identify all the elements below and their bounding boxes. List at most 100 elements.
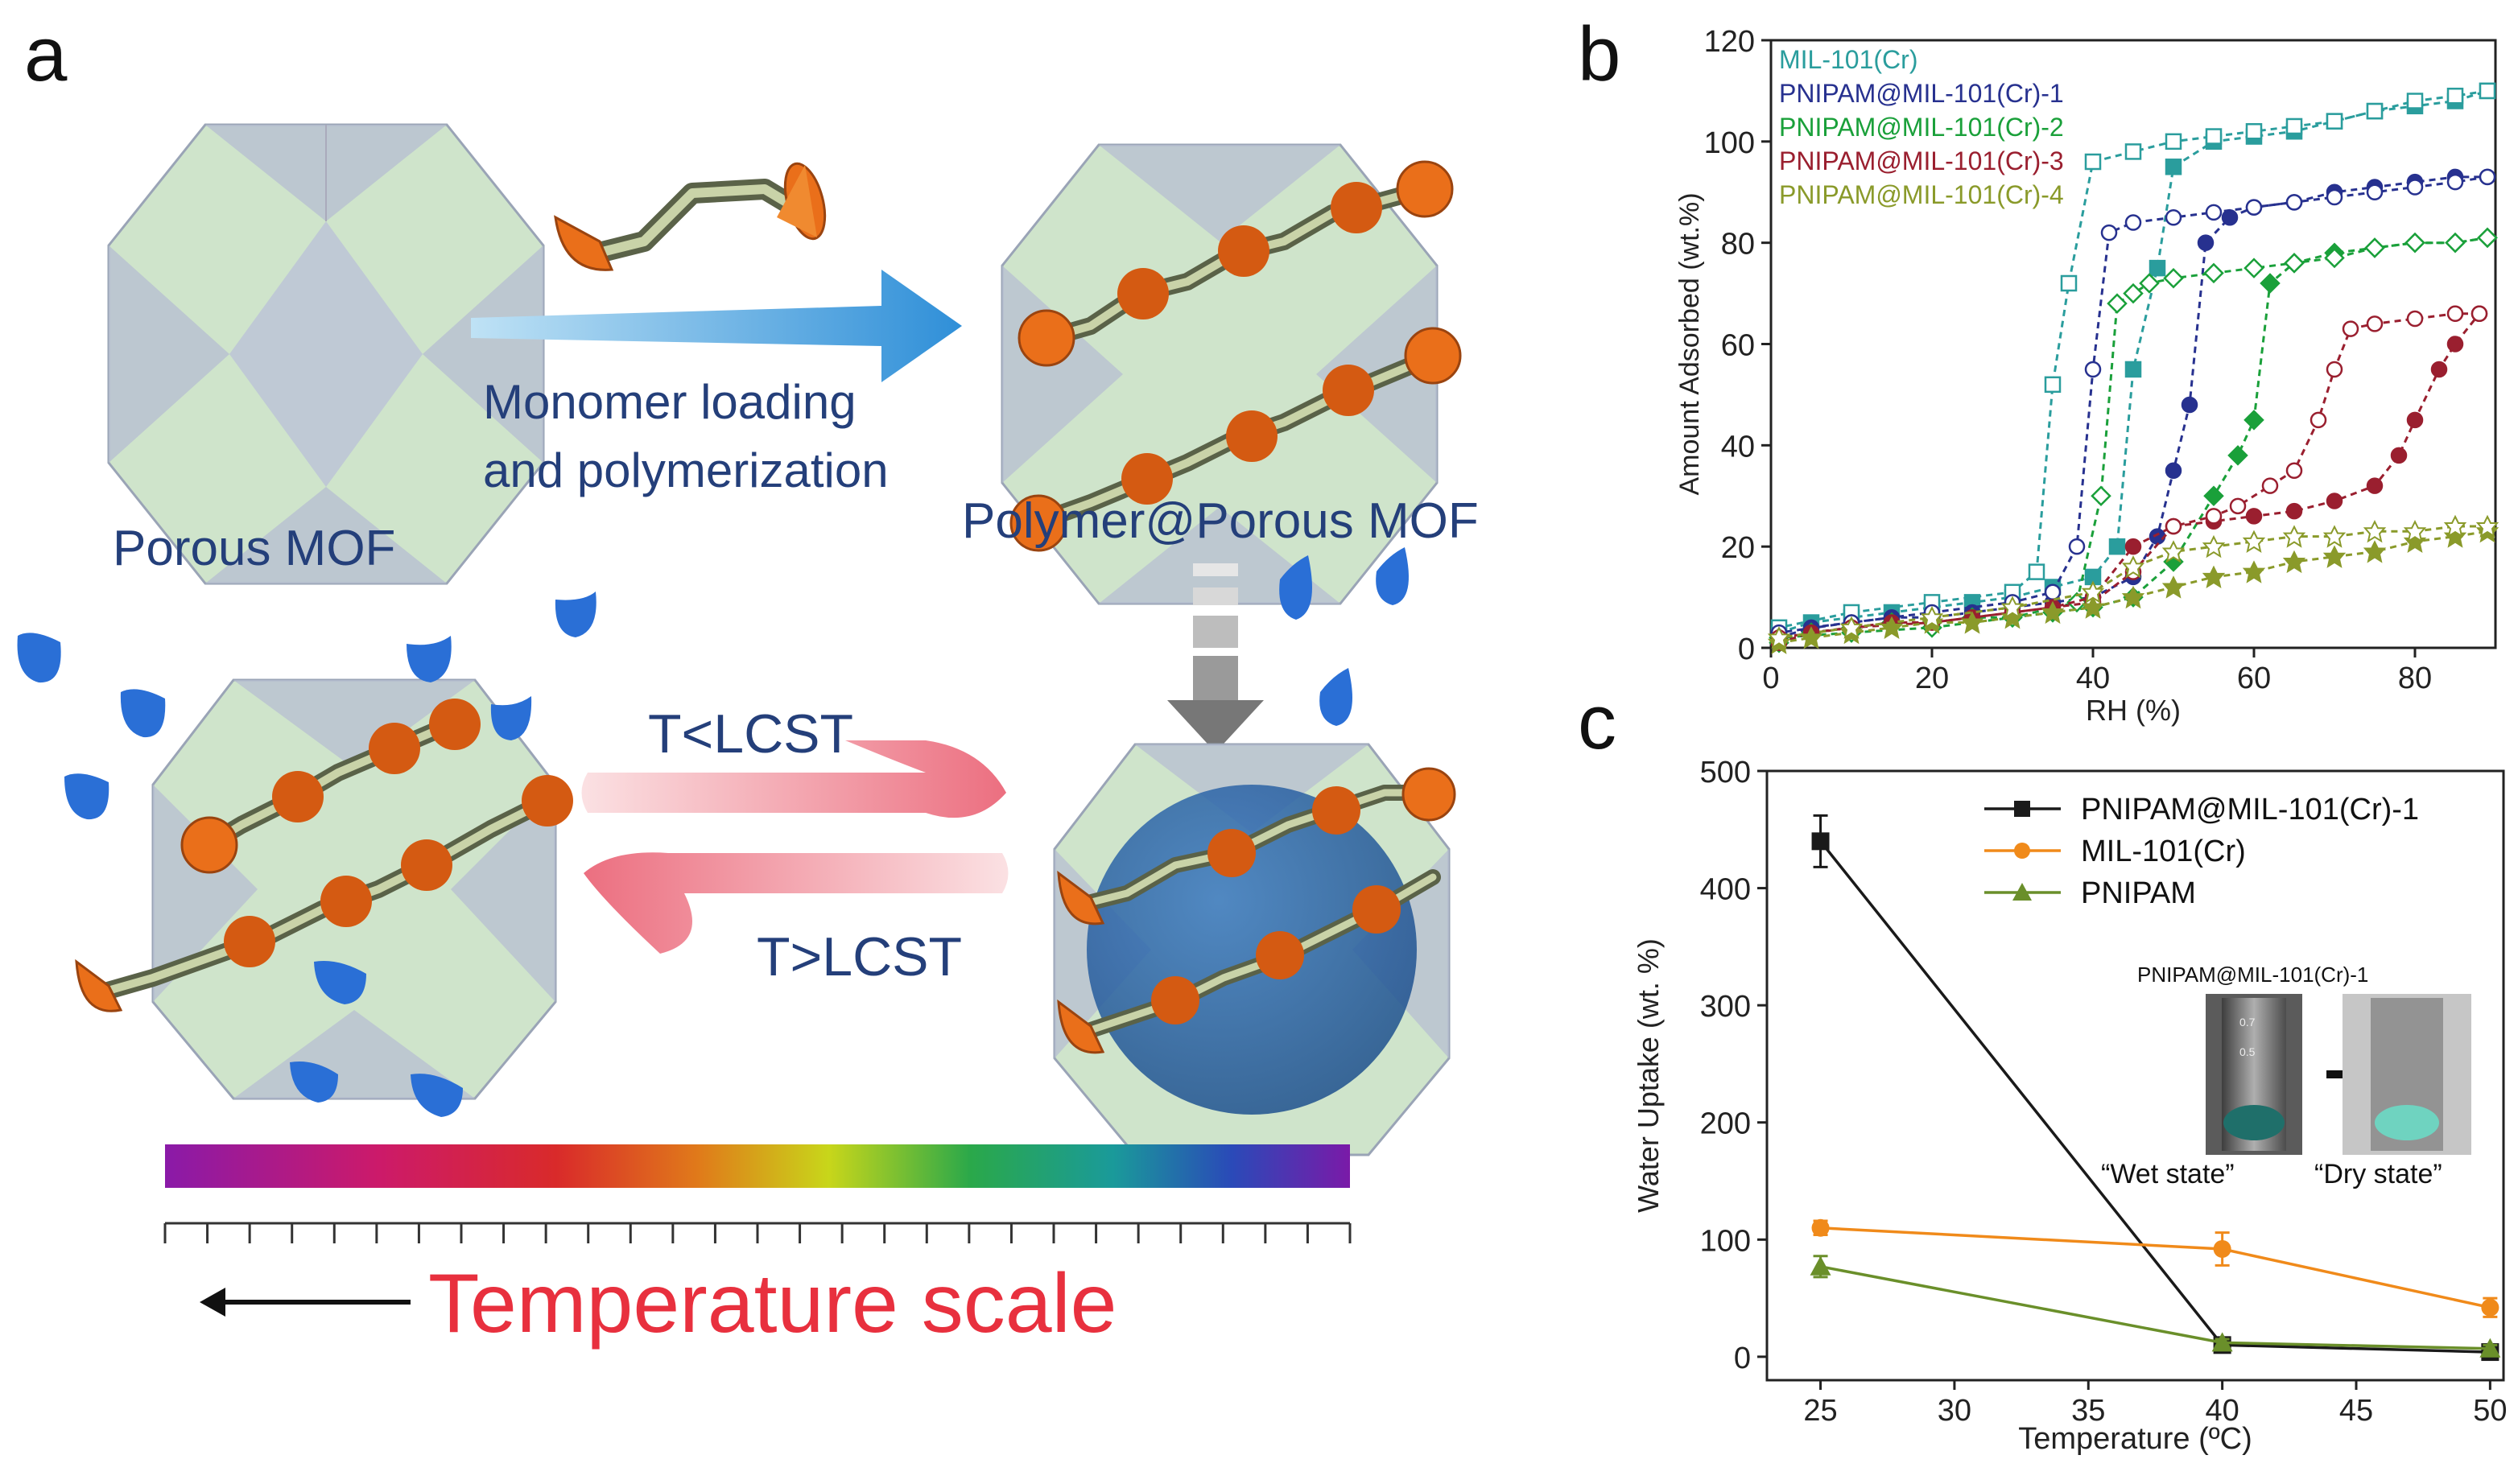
b-data-point xyxy=(2479,82,2496,100)
water-drop-icon xyxy=(490,696,532,740)
c-legend-entry: MIL-101(Cr) xyxy=(2081,835,2246,868)
b-data-point xyxy=(1880,616,1904,639)
b-data-point xyxy=(2446,336,2464,352)
b-data-point xyxy=(2403,520,2427,543)
b-data-point xyxy=(2084,153,2102,171)
b-data-point xyxy=(2242,530,2266,553)
b-data-point xyxy=(2165,159,2182,175)
b-x-tick-label: 20 xyxy=(1915,662,1949,695)
b-data-point xyxy=(2390,447,2408,464)
c-x-tick-label: 35 xyxy=(2071,1394,2105,1428)
b-data-point xyxy=(2477,227,2498,249)
b-data-point xyxy=(2123,282,2144,304)
b-adsorption-line xyxy=(1778,175,2487,639)
panel-a-letter: a xyxy=(24,11,68,97)
b-data-point xyxy=(2205,204,2223,221)
b-data-point xyxy=(2284,253,2305,274)
b-data-point xyxy=(2342,320,2359,337)
b-data-point xyxy=(2445,232,2466,254)
b-data-point xyxy=(2149,528,2166,545)
panel-c-letter: c xyxy=(1578,679,1616,765)
c-series-line xyxy=(1820,1226,2491,1309)
water-drop-icon xyxy=(407,636,452,682)
b-data-point xyxy=(2060,274,2078,292)
b-legend-entry: PNIPAM@MIL-101(Cr)-4 xyxy=(1779,180,2064,209)
b-data-point xyxy=(2044,583,2062,601)
b-data-point xyxy=(2091,485,2111,507)
b-data-point xyxy=(2100,224,2118,241)
panel-c: c 25 30 35 40 45 500100200300400500Temperatur… xyxy=(1578,679,2508,1456)
polymer-chain xyxy=(75,775,573,1012)
b-series xyxy=(1767,514,2499,654)
b-data-point xyxy=(2245,199,2263,216)
b-data-point xyxy=(2403,530,2427,553)
b-legend-entry: PNIPAM@MIL-101(Cr)-3 xyxy=(1779,146,2064,175)
inset-title: PNIPAM@MIL-101(Cr)-1 xyxy=(2137,963,2368,987)
forward-label: T<LCST xyxy=(648,703,853,765)
b-data-point xyxy=(2261,477,2279,494)
b-data-point xyxy=(2197,234,2215,251)
b-data-point xyxy=(2443,525,2467,548)
b-data-point xyxy=(2124,143,2142,160)
c-y-tick-label: 100 xyxy=(1700,1224,1751,1258)
b-data-point xyxy=(2245,508,2263,525)
b-data-point xyxy=(2202,565,2226,589)
b-data-point xyxy=(2322,525,2347,548)
b-x-tick-label: 40 xyxy=(2076,662,2110,695)
water-drop-icon xyxy=(1279,555,1312,620)
c-data-point xyxy=(1810,1255,1831,1276)
b-data-point xyxy=(2081,596,2105,619)
b-data-point xyxy=(2366,315,2384,332)
b-data-point xyxy=(2406,93,2424,109)
b-data-point xyxy=(2108,538,2126,555)
b-data-point xyxy=(2203,485,2224,507)
b-data-point xyxy=(2081,580,2105,604)
b-data-point xyxy=(2202,534,2226,559)
water-drop-icon xyxy=(1319,668,1352,726)
polymer-chain xyxy=(1057,767,1456,925)
c-data-point xyxy=(1811,832,1830,851)
b-data-point xyxy=(2324,247,2345,269)
b-data-point xyxy=(2161,575,2186,599)
b-data-point xyxy=(2326,113,2343,130)
polymer-mof-label: Polymer@Porous MOF xyxy=(962,493,1479,549)
adsorption-chart: 0 20 40 60 80 0 20 40 60 80 100 120 RH (%) Amount Ads… xyxy=(1674,25,2499,727)
c-x-axis-label: Temperature (ºC) xyxy=(2018,1422,2252,1456)
water-drop-icon xyxy=(555,592,596,637)
b-y-tick-label: 40 xyxy=(1721,430,1755,464)
b-y-tick-label: 80 xyxy=(1721,228,1755,262)
water-drop-icon xyxy=(64,773,109,820)
b-data-point xyxy=(2124,538,2142,555)
b-data-point xyxy=(2068,538,2086,555)
b-data-point xyxy=(2205,508,2223,525)
b-data-point xyxy=(2121,585,2145,609)
b-desorption-line xyxy=(1778,312,2479,639)
forward-arrow xyxy=(581,740,1006,818)
b-data-point xyxy=(2124,214,2142,231)
process-label-line1: Monomer loading xyxy=(483,375,857,429)
reverse-label: T>LCST xyxy=(757,926,962,987)
c-series xyxy=(1810,1255,2501,1358)
b-data-point xyxy=(2326,188,2343,206)
b-data-point xyxy=(2446,173,2464,191)
b-data-point xyxy=(2121,555,2145,579)
b-data-point xyxy=(2364,237,2385,258)
b-y-tick-label: 60 xyxy=(1721,329,1755,363)
b-x-tick-label: 60 xyxy=(2237,662,2271,695)
c-y-axis-label: Water Uptake (wt. %) xyxy=(1632,938,1665,1213)
b-data-point xyxy=(2165,517,2182,535)
b-x-axis-label: RH (%) xyxy=(2086,694,2181,727)
b-legend-entry: PNIPAM@MIL-101(Cr)-2 xyxy=(1779,113,2064,142)
b-data-point xyxy=(2139,273,2160,294)
b-data-point xyxy=(2227,445,2248,466)
b-data-point xyxy=(2243,258,2264,278)
b-y-axis-label: Amount Adsorbed (wt.%) xyxy=(1674,192,1705,495)
b-data-point xyxy=(1920,606,1944,629)
dry-vial-photo xyxy=(2343,994,2471,1155)
c-data-point xyxy=(2014,801,2030,817)
c-data-point xyxy=(1811,1218,1830,1237)
polymer-chain xyxy=(1018,160,1454,367)
b-data-point xyxy=(2285,194,2303,211)
b-data-point xyxy=(2163,267,2184,289)
svg-text:0.7: 0.7 xyxy=(2239,1016,2256,1028)
